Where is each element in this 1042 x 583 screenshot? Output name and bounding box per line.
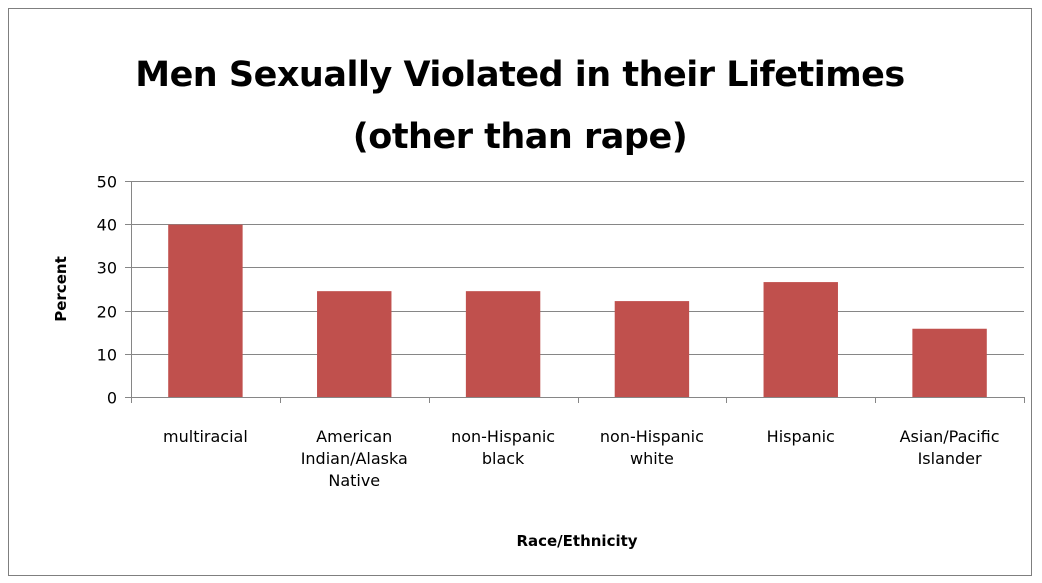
- x-category-label: Asian/Pacific Islander: [900, 427, 1000, 468]
- bar: [465, 291, 541, 397]
- x-category-label-line: non-Hispanic: [451, 427, 555, 446]
- x-category-label-line: black: [482, 449, 525, 468]
- chart-title-line-1: Men Sexually Violated in their Lifetimes: [135, 55, 905, 95]
- y-tick-label: 10: [97, 346, 117, 365]
- y-tick-labels: 0 10 20 30 40 50: [97, 173, 117, 408]
- bar: [317, 291, 392, 397]
- y-tick-label: 20: [97, 303, 117, 322]
- x-category-labels: multiracial American Indian/Alaska Native no…: [163, 427, 1000, 490]
- axes: [125, 181, 1025, 403]
- bar: [763, 282, 838, 397]
- y-axis-label: Percent: [52, 256, 70, 321]
- x-category-label-line: Islander: [918, 449, 982, 468]
- bar: [168, 224, 243, 397]
- bar: [614, 301, 690, 397]
- bar: [912, 328, 987, 397]
- x-category-label-line: Native: [328, 471, 380, 490]
- x-category-label: American Indian/Alaska Native: [301, 427, 408, 490]
- x-category-label: non-Hispanic black: [451, 427, 555, 468]
- x-category-label-line: Indian/Alaska: [301, 449, 408, 468]
- y-tick-label: 40: [97, 216, 117, 235]
- bars: [168, 224, 987, 397]
- y-tick-label: 0: [107, 389, 117, 408]
- x-category-label-line: American: [316, 427, 392, 446]
- y-tick-label: 30: [97, 259, 117, 278]
- x-axis-label: Race/Ethnicity: [516, 532, 637, 550]
- x-category-label-line: white: [630, 449, 674, 468]
- x-category-label-line: Hispanic: [767, 427, 835, 446]
- x-category-label: multiracial: [163, 427, 248, 446]
- x-category-label-line: multiracial: [163, 427, 248, 446]
- chart-title-line-2: (other than rape): [352, 117, 688, 157]
- y-tick-label: 50: [97, 173, 117, 192]
- x-category-label-line: non-Hispanic: [600, 427, 704, 446]
- x-category-label: non-Hispanic white: [600, 427, 704, 468]
- gridlines: [131, 181, 1024, 355]
- x-category-label: Hispanic: [767, 427, 835, 446]
- x-category-label-line: Asian/Pacific: [900, 427, 1000, 446]
